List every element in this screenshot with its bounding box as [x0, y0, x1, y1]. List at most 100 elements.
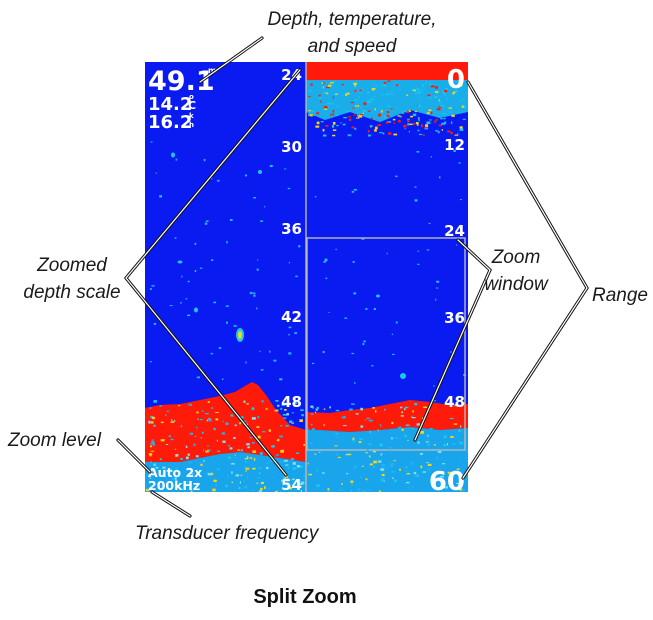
sonar-speck: [306, 428, 310, 430]
sonar-speck: [321, 82, 324, 84]
sonar-speck: [152, 442, 155, 446]
sonar-speck: [311, 110, 315, 113]
sonar-speck: [467, 448, 468, 451]
sonar-speck: [355, 108, 359, 110]
sonar-speck: [429, 84, 433, 86]
sonar-speck: [368, 110, 371, 112]
sonar-speck: [243, 420, 247, 423]
sonar-speck: [238, 422, 242, 425]
sonar-speck: [353, 82, 357, 85]
sonar-speck: [416, 423, 421, 426]
sonar-speck: [459, 441, 462, 444]
sonar-speck: [328, 84, 332, 87]
sonar-speck: [368, 419, 373, 422]
sonar-speck: [195, 455, 199, 458]
sonar-speck: [308, 110, 311, 112]
sonar-speck: [372, 407, 375, 409]
range-scale-label: 36: [444, 309, 465, 327]
sonar-speck: [230, 414, 234, 417]
sonar-speck: [422, 471, 427, 473]
sonar-speck: [375, 84, 379, 88]
sonar-speck: [323, 424, 325, 427]
sonar-speck: [208, 418, 212, 422]
sonar-speck: [189, 432, 194, 435]
sonar-speck: [243, 480, 245, 483]
sonar-speck: [389, 93, 394, 96]
sonar-speck: [189, 473, 194, 475]
sonar-speck: [464, 451, 467, 453]
callout-leaders-inner: [117, 37, 588, 517]
sonar-speck: [361, 237, 365, 240]
sonar-speck: [388, 132, 392, 135]
sonar-speck: [373, 80, 375, 83]
sonar-speck: [363, 340, 366, 343]
sonar-speck: [414, 186, 417, 188]
sonar-speck: [199, 267, 203, 269]
sonar-speck: [160, 421, 164, 424]
sonar-speck: [444, 93, 446, 96]
sonar-speck: [159, 405, 162, 407]
sonar-speck: [386, 466, 388, 468]
sonar-speck: [435, 118, 438, 121]
sonar-speck: [335, 248, 337, 251]
sonar-speck: [155, 172, 157, 174]
depth-unit: m: [208, 66, 216, 75]
sonar-speck: [358, 96, 360, 99]
fish-echo: [194, 307, 198, 313]
sonar-speck: [318, 451, 321, 453]
sonar-speck: [346, 92, 350, 95]
depth-readout: 49.1: [148, 66, 215, 97]
sonar-speck: [381, 464, 386, 467]
sonar-speck: [299, 419, 303, 422]
sonar-speck: [271, 445, 275, 448]
sonar-speck: [368, 455, 371, 458]
sonar-speck: [451, 472, 455, 475]
sonar-speck: [413, 122, 416, 125]
range-scale: 0 12 24 36 48 60: [429, 65, 465, 497]
sonar-speck: [245, 469, 247, 472]
sonar-speck: [358, 105, 362, 108]
sonar-speck: [379, 109, 382, 112]
sonar-speck: [266, 466, 269, 470]
transducer-frequency-readout: 200kHz: [148, 478, 200, 493]
sonar-speck: [200, 464, 203, 466]
sonar-speck: [429, 119, 432, 121]
sonar-speck: [452, 80, 457, 82]
sonar-speck: [341, 483, 343, 485]
fish-echo: [177, 260, 183, 264]
sonar-speck: [440, 118, 444, 120]
sonar-speck: [368, 134, 371, 137]
sonar-speck: [291, 422, 295, 424]
sonar-speck: [373, 308, 376, 311]
sonar-speck: [215, 483, 218, 486]
sonar-speck: [288, 333, 290, 336]
sonar-speck: [354, 382, 356, 384]
sonar-speck: [283, 417, 287, 419]
sonar-speck: [221, 432, 225, 435]
sonar-speck: [279, 435, 283, 438]
sonar-speck: [152, 416, 155, 420]
sonar-speck: [436, 287, 439, 289]
sonar-speck: [358, 441, 362, 444]
sonar-speck: [413, 471, 417, 475]
sonar-speck: [205, 450, 209, 453]
sonar-speck: [459, 128, 464, 131]
sonar-speck: [429, 81, 431, 84]
full-range-pane-clutter: [308, 80, 468, 387]
sonar-speck: [257, 477, 261, 479]
sonar-speck: [386, 114, 390, 118]
sonar-speck: [308, 113, 311, 117]
sonar-speck: [457, 133, 459, 136]
sonar-speck: [336, 436, 339, 438]
zoomed-scale-label: 54: [281, 476, 302, 494]
sonar-speck: [150, 415, 154, 419]
sonar-speck: [225, 305, 229, 307]
sonar-speck: [413, 89, 417, 92]
sonar-speck: [404, 111, 408, 113]
sonar-speck: [381, 464, 384, 466]
callout-range: Range: [592, 285, 648, 306]
sonar-speck: [414, 403, 418, 406]
sonar-speck: [392, 477, 394, 479]
range-scale-label: 48: [444, 393, 465, 411]
